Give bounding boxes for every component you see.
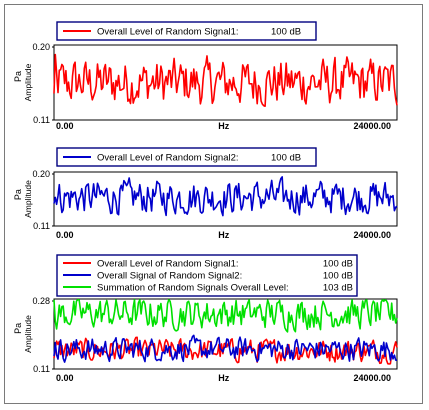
chart-panel-3: Overall Level of Random Signal1: 100 dB Ov… <box>13 254 398 383</box>
y-axis-label: Amplitude <box>23 315 33 353</box>
legend-level: 100 dB <box>323 259 353 270</box>
x-tick-label: 0.00 <box>56 230 74 240</box>
x-tick-label: 0.00 <box>56 121 74 131</box>
x-axis-label: Hz <box>218 373 229 383</box>
y-tick-label: 0.11 <box>33 221 50 231</box>
x-tick-label: 24000.00 <box>353 373 391 383</box>
legend-level: 100 dB <box>271 153 301 164</box>
chart-panel-2: Overall Level of Random Signal2: 100 dB 0.… <box>13 147 398 240</box>
y-tick-label: 0.11 <box>33 115 50 125</box>
legend-label: Overall Signal of Random Signal2: <box>97 271 242 282</box>
y-axis-unit: Pa <box>13 189 23 200</box>
y-tick-label: 0.11 <box>33 364 50 374</box>
series-line <box>53 53 398 107</box>
series-line <box>53 298 398 333</box>
legend-level: 100 dB <box>323 271 353 282</box>
x-axis-label: Hz <box>218 121 229 131</box>
y-tick-label: 0.20 <box>32 42 50 52</box>
x-axis-label: Hz <box>218 230 229 240</box>
legend-label: Overall Level of Random Signal1: <box>97 27 239 38</box>
chart-panel-1: Overall Level of Random Signal1: 100 dB 0.… <box>13 21 398 131</box>
y-axis-unit: Pa <box>13 323 23 334</box>
legend-level: 100 dB <box>271 27 301 38</box>
x-tick-label: 0.00 <box>56 373 74 383</box>
legend-box <box>56 21 317 41</box>
y-tick-label: 0.20 <box>32 169 50 179</box>
series-line <box>53 176 398 217</box>
series-line <box>53 334 398 363</box>
legend-box <box>56 254 358 297</box>
y-axis-label: Amplitude <box>23 63 33 101</box>
legend-box <box>56 147 317 167</box>
x-tick-label: 24000.00 <box>353 121 391 131</box>
legend-label: Overall Level of Random Signal1: <box>97 259 239 270</box>
y-axis-label: Amplitude <box>23 180 33 218</box>
legend-label: Overall Level of Random Signal2: <box>97 153 239 164</box>
y-tick-label: 0.28 <box>32 296 50 306</box>
legend-label: Summation of Random Signals Overall Leve… <box>97 283 289 294</box>
y-axis-unit: Pa <box>13 71 23 82</box>
legend-level: 103 dB <box>323 283 353 294</box>
x-tick-label: 24000.00 <box>353 230 391 240</box>
